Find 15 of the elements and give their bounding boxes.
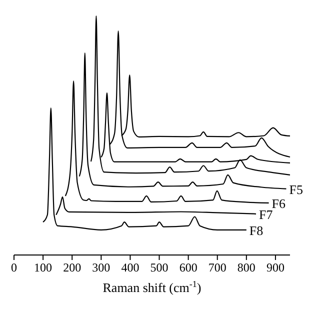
x-tick-label: 100	[34, 260, 52, 275]
series-label: F8	[249, 222, 264, 238]
x-tick-label: 700	[208, 260, 226, 275]
x-tick-label: 600	[179, 260, 198, 275]
series-label: F5	[289, 182, 303, 197]
series-label: F7	[259, 206, 274, 222]
x-axis-title: Raman shift (cm$^{-1}$)	[102, 279, 202, 295]
x-tick-label: 800	[237, 260, 256, 275]
x-tick-label: 0	[11, 260, 17, 275]
x-tick-label: 500	[150, 260, 168, 275]
series-label: F6	[272, 196, 286, 211]
x-tick-label: 300	[92, 260, 110, 275]
x-tick-label: 200	[63, 260, 82, 275]
x-tick-label: 400	[121, 260, 140, 275]
x-tick-label: 900	[266, 260, 284, 275]
